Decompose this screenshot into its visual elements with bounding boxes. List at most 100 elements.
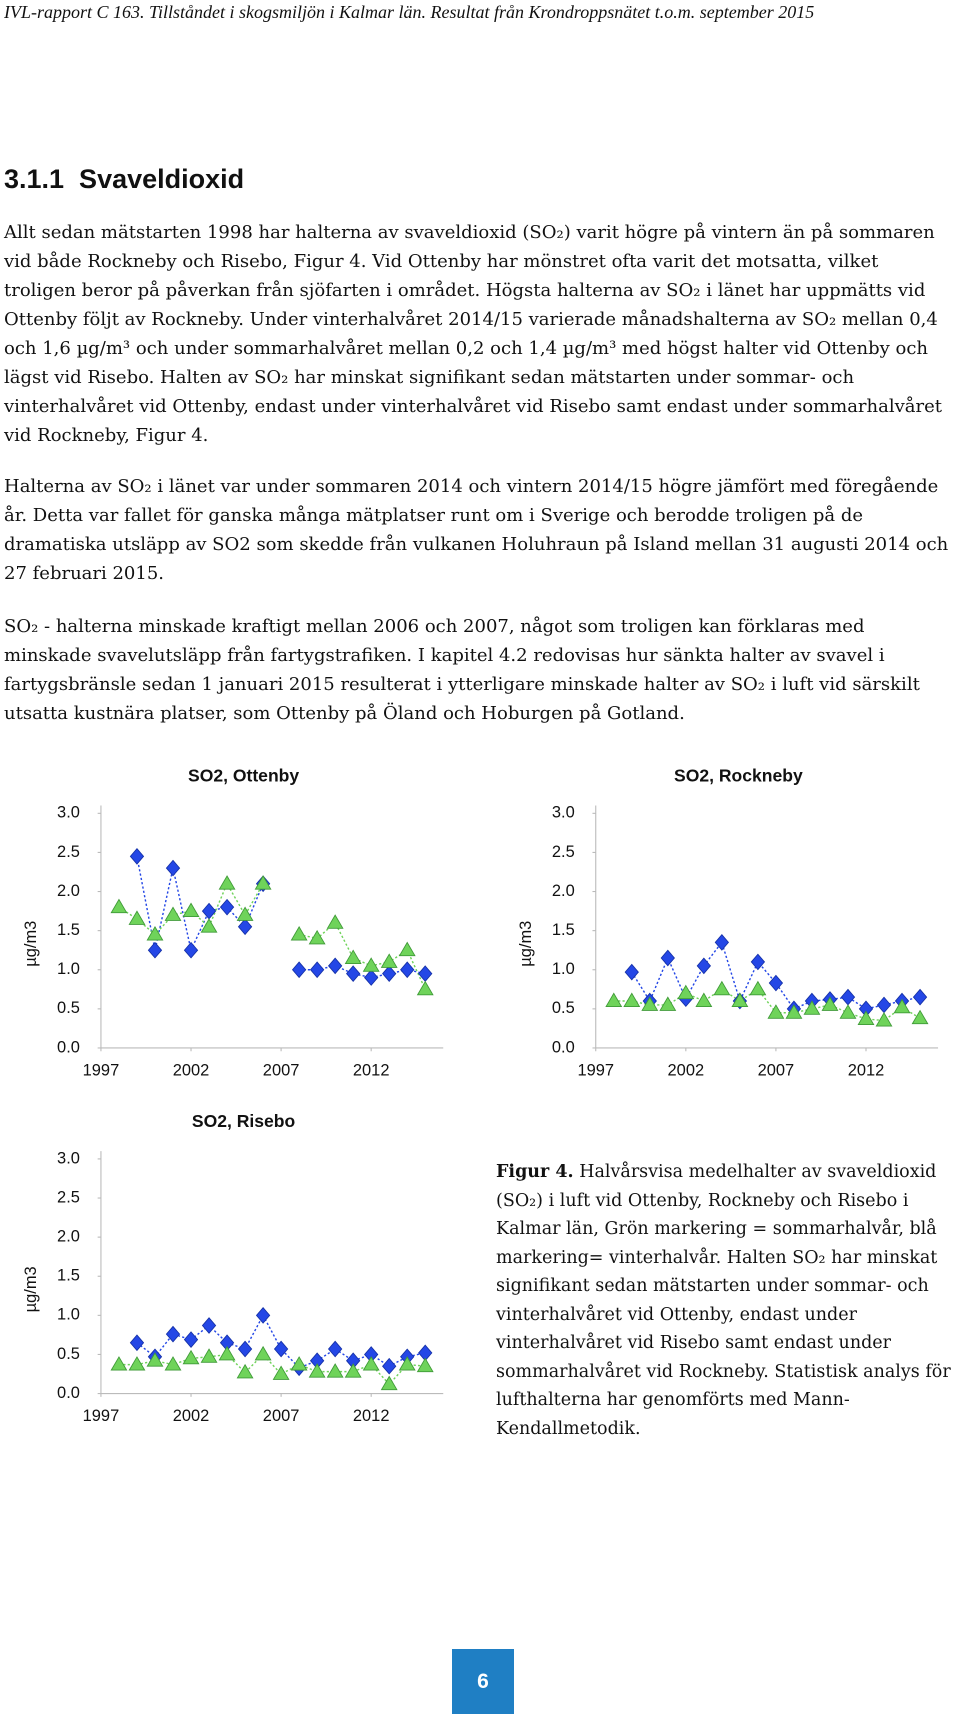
diamond-marker bbox=[237, 1340, 253, 1358]
x-tick-label: 2007 bbox=[263, 1061, 300, 1079]
diamond-marker bbox=[768, 974, 784, 992]
triangle-marker bbox=[803, 1000, 821, 1015]
triangle-marker bbox=[200, 1348, 218, 1363]
x-tick-label: 2007 bbox=[758, 1061, 795, 1079]
triangle-marker bbox=[218, 875, 236, 890]
x-tick-label: 2012 bbox=[848, 1061, 885, 1079]
y-tick-label: 1.0 bbox=[57, 960, 80, 978]
triangle-marker bbox=[821, 996, 839, 1011]
y-tick-label: 1.0 bbox=[57, 1306, 80, 1324]
diamond-marker bbox=[165, 1325, 181, 1343]
series-line bbox=[118, 882, 426, 990]
triangle-marker bbox=[398, 941, 416, 957]
triangle-marker bbox=[308, 929, 326, 945]
caption-label: Figur 4. bbox=[496, 1162, 574, 1182]
triangle-marker bbox=[605, 992, 623, 1007]
y-tick-label: 2.5 bbox=[57, 1188, 80, 1206]
y-tick-label: 3.0 bbox=[57, 1149, 80, 1167]
diamond-marker bbox=[291, 961, 307, 979]
diamond-marker bbox=[750, 953, 766, 971]
x-tick-label: 2002 bbox=[173, 1061, 210, 1079]
diamond-marker bbox=[165, 859, 181, 877]
triangle-marker bbox=[623, 992, 641, 1007]
triangle-marker bbox=[164, 1356, 182, 1371]
y-tick-label: 1.5 bbox=[57, 1267, 80, 1285]
diamond-marker bbox=[309, 961, 325, 979]
triangle-marker bbox=[272, 1365, 290, 1380]
diamond-marker bbox=[696, 957, 712, 975]
triangle-marker bbox=[236, 906, 254, 921]
diamond-marker bbox=[364, 969, 379, 986]
triangle-marker bbox=[146, 926, 164, 941]
diamond-marker bbox=[714, 934, 730, 951]
x-tick-label: 2012 bbox=[353, 1061, 390, 1079]
triangle-marker bbox=[254, 875, 272, 890]
diamond-marker bbox=[660, 949, 675, 967]
diamond-marker bbox=[840, 988, 856, 1006]
triangle-marker bbox=[641, 996, 659, 1011]
paragraph: SO₂ - halterna minskade kraftigt mellan … bbox=[4, 616, 920, 724]
triangle-marker bbox=[785, 1004, 803, 1019]
diamond-marker bbox=[382, 965, 397, 983]
triangle-marker bbox=[218, 1345, 236, 1361]
y-axis-label: µg/m3 bbox=[22, 1266, 40, 1312]
triangle-marker bbox=[344, 949, 362, 964]
triangle-marker bbox=[380, 953, 398, 968]
triangle-marker bbox=[911, 1009, 929, 1025]
y-tick-label: 0.0 bbox=[552, 1038, 575, 1056]
diamond-marker bbox=[624, 963, 639, 981]
triangle-marker bbox=[164, 906, 182, 921]
triangle-marker bbox=[128, 910, 146, 925]
y-tick-label: 0.5 bbox=[57, 999, 80, 1017]
diamond-marker bbox=[273, 1340, 289, 1358]
caption-text: Halvårsvisa medelhalter av svaveldioxid … bbox=[496, 1162, 951, 1439]
y-tick-label: 3.0 bbox=[57, 804, 80, 822]
triangle-marker bbox=[326, 1363, 344, 1378]
diamond-marker bbox=[129, 1334, 145, 1352]
triangle-marker bbox=[362, 957, 380, 972]
triangle-marker bbox=[713, 980, 731, 996]
y-tick-label: 0.0 bbox=[57, 1384, 80, 1402]
y-tick-label: 1.0 bbox=[552, 960, 575, 978]
triangle-marker bbox=[749, 980, 767, 996]
diamond-marker bbox=[382, 1357, 397, 1375]
diamond-marker bbox=[912, 988, 928, 1006]
triangle-marker bbox=[308, 1363, 326, 1378]
chart-title: SO2, Ottenby bbox=[188, 766, 299, 786]
chart-title: SO2, Rockneby bbox=[674, 766, 803, 786]
triangle-marker bbox=[182, 902, 200, 918]
diamond-marker bbox=[255, 1306, 271, 1324]
triangle-marker bbox=[677, 984, 695, 1000]
y-tick-label: 3.0 bbox=[552, 804, 575, 822]
triangle-marker bbox=[236, 1363, 254, 1379]
diamond-marker bbox=[129, 847, 145, 865]
triangle-marker bbox=[893, 998, 911, 1014]
diamond-marker bbox=[147, 941, 163, 959]
y-tick-label: 2.5 bbox=[552, 843, 575, 861]
triangle-marker bbox=[416, 980, 434, 996]
x-tick-label: 2002 bbox=[668, 1061, 705, 1079]
triangle-marker bbox=[659, 996, 677, 1011]
figure-caption: Figur 4. Halvårsvisa medelhalter av svav… bbox=[496, 1158, 958, 1443]
x-tick-label: 1997 bbox=[577, 1061, 614, 1079]
diamond-marker bbox=[183, 1331, 199, 1348]
triangle-marker bbox=[416, 1357, 434, 1373]
diamond-marker bbox=[400, 961, 415, 979]
y-tick-label: 1.5 bbox=[57, 921, 80, 939]
diamond-marker bbox=[201, 902, 217, 920]
triangle-marker bbox=[857, 1010, 875, 1025]
section-heading: 3.1.1 Svaveldioxid bbox=[4, 164, 245, 194]
y-axis-label: µg/m3 bbox=[22, 921, 40, 967]
diamond-marker bbox=[201, 1317, 217, 1334]
triangle-marker bbox=[128, 1356, 146, 1371]
series-line bbox=[613, 988, 921, 1022]
y-axis-label: µg/m3 bbox=[517, 921, 535, 967]
triangle-marker bbox=[110, 1356, 128, 1371]
y-tick-label: 2.5 bbox=[57, 843, 80, 861]
x-tick-label: 2002 bbox=[173, 1407, 210, 1425]
page-number: 6 bbox=[452, 1649, 514, 1714]
triangle-marker bbox=[290, 1356, 308, 1371]
triangle-marker bbox=[110, 898, 128, 914]
